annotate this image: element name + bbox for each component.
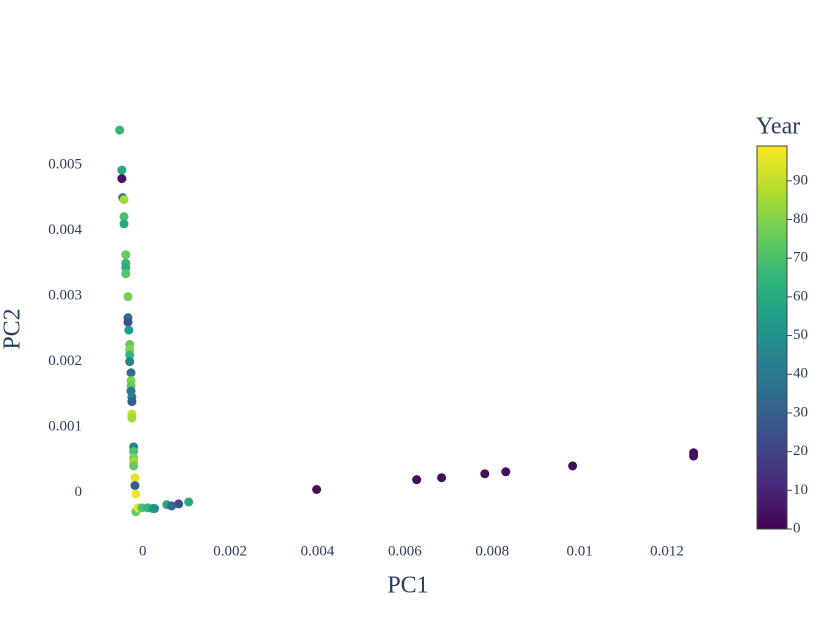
point	[124, 325, 134, 335]
x-tick-label: 0.01	[566, 543, 592, 559]
colorbar-tick-label: 70	[793, 250, 808, 266]
x-tick-label: 0.002	[213, 543, 247, 559]
point	[125, 350, 135, 360]
point	[689, 451, 699, 461]
point	[312, 484, 322, 494]
y-tick-label: 0.001	[48, 419, 82, 435]
y-tick-label: 0	[75, 484, 83, 500]
x-axis-title: PC1	[387, 573, 428, 599]
colorbar-tick-label: 60	[793, 288, 808, 304]
x-tick-label: 0.008	[475, 543, 509, 559]
x-tick-label: 0.006	[388, 543, 422, 559]
colorbar-tick-label: 80	[793, 211, 808, 227]
y-tick-label: 0.004	[48, 222, 82, 238]
point	[174, 499, 184, 509]
point	[129, 446, 139, 456]
point	[117, 165, 127, 175]
point	[123, 292, 133, 302]
y-tick-label: 0.002	[48, 353, 82, 369]
point	[480, 469, 490, 479]
point	[568, 461, 578, 471]
y-tick-label: 0.003	[48, 287, 82, 303]
point	[121, 250, 131, 260]
point	[437, 473, 447, 483]
point	[127, 397, 137, 407]
point	[130, 481, 140, 491]
y-axis-title: PC2	[0, 308, 26, 349]
point	[117, 174, 127, 184]
point	[125, 357, 135, 367]
colorbar	[756, 145, 788, 530]
x-tick-label: 0.004	[301, 543, 335, 559]
point	[127, 413, 137, 423]
x-tick-label: 0.012	[650, 543, 684, 559]
point	[119, 219, 129, 229]
point	[129, 461, 139, 471]
x-tick-label: 0	[139, 543, 147, 559]
point	[167, 501, 177, 511]
point	[131, 489, 141, 499]
point	[119, 195, 129, 205]
colorbar-tick-label: 50	[793, 327, 808, 343]
y-tick-label: 0.005	[48, 156, 82, 172]
point	[121, 269, 131, 279]
colorbar-tick-label: 90	[793, 172, 808, 188]
point	[130, 473, 140, 483]
colorbar-tick-label: 10	[793, 482, 808, 498]
point	[501, 467, 511, 477]
point	[115, 125, 125, 135]
colorbar-title: Year	[756, 114, 800, 140]
point	[184, 497, 194, 507]
colorbar-tick-label: 30	[793, 404, 808, 420]
colorbar-tick-label: 0	[793, 520, 801, 536]
point	[150, 504, 160, 514]
point	[119, 212, 129, 222]
colorbar-tick-label: 20	[793, 443, 808, 459]
point	[126, 368, 136, 378]
point	[123, 317, 133, 327]
colorbar-tick-label: 40	[793, 366, 808, 382]
point	[412, 475, 422, 485]
